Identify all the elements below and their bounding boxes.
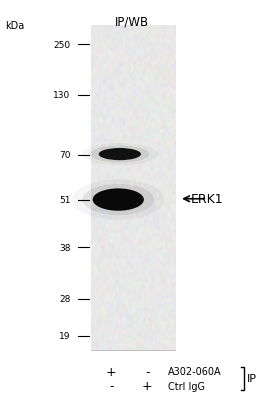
Text: IP/WB: IP/WB [115,15,149,28]
Ellipse shape [82,144,158,166]
Text: 28: 28 [59,294,70,303]
Bar [91,26,175,350]
Text: 38: 38 [59,243,70,252]
Text: ERK1: ERK1 [191,193,223,206]
Ellipse shape [82,184,154,215]
Text: -: - [145,365,150,378]
Text: A302-060A: A302-060A [168,367,221,376]
Text: 130: 130 [53,91,70,100]
Ellipse shape [99,149,141,161]
Text: kDa: kDa [5,21,24,31]
Text: +: + [142,379,153,392]
Text: Ctrl IgG: Ctrl IgG [168,381,205,390]
Text: 51: 51 [59,196,70,205]
Text: IP: IP [247,373,256,383]
Text: 19: 19 [59,332,70,341]
Text: -: - [109,379,114,392]
Ellipse shape [90,146,150,163]
Text: +: + [106,365,117,378]
Ellipse shape [93,189,144,211]
Text: 250: 250 [53,41,70,50]
Text: 70: 70 [59,151,70,160]
Ellipse shape [72,180,164,220]
